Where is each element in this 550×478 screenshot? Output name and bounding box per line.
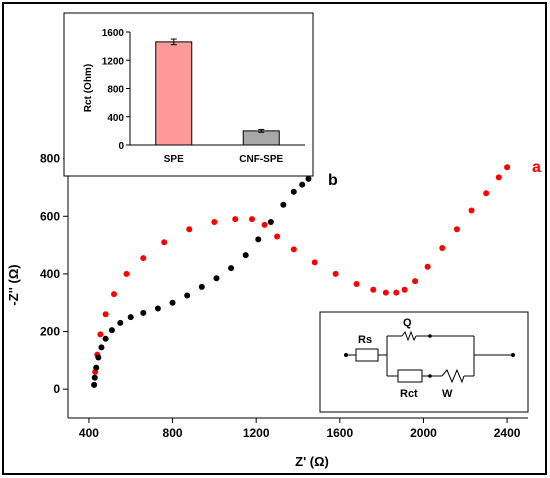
data-point-b: [117, 319, 124, 326]
data-point-a: [186, 226, 193, 233]
data-point-b: [228, 265, 235, 272]
y-tick-label: 800: [40, 152, 60, 166]
data-point-b: [93, 364, 100, 371]
rct-label: Rct: [400, 388, 418, 400]
circuit-node-right: [511, 353, 515, 357]
circuit-border: [319, 311, 529, 413]
inset-ticks: 0 400 800 1200 1600: [102, 28, 130, 152]
data-point-b: [213, 275, 220, 282]
data-point-a: [232, 216, 239, 223]
data-point-a: [504, 164, 511, 171]
data-point-a: [393, 289, 400, 296]
data-point-b: [255, 236, 262, 243]
data-point-a: [453, 226, 460, 233]
y-tick-label: 400: [40, 267, 60, 281]
data-point-b: [290, 188, 297, 195]
data-point-a: [370, 286, 377, 293]
bar-spe: [155, 41, 193, 146]
data-point-b: [91, 374, 98, 381]
y-axis-label: -Z'' (Ω): [6, 264, 21, 305]
y-tick-label: 200: [40, 325, 60, 339]
data-point-a: [311, 259, 318, 266]
inset-y-tick-label: 1200: [102, 56, 125, 67]
q-label: Q: [403, 317, 412, 329]
x-axis-label: Z' (Ω): [295, 454, 329, 469]
data-point-b: [299, 181, 306, 188]
inset-y-tick-label: 800: [107, 85, 124, 96]
rs-label: Rs: [358, 334, 372, 346]
data-point-a: [483, 190, 490, 197]
data-point-a: [97, 331, 104, 338]
y-tick-label: 0: [53, 382, 60, 396]
inset-category-label: SPE: [164, 154, 184, 165]
data-point-b: [91, 381, 98, 388]
w-element: [441, 368, 465, 384]
data-point-a: [332, 270, 339, 277]
data-point-a: [111, 291, 117, 298]
data-point-b: [169, 299, 176, 306]
data-point-a: [439, 244, 446, 251]
data-point-a: [290, 246, 297, 253]
data-point-a: [102, 311, 109, 318]
inset-y-tick-label: 0: [118, 141, 124, 152]
series-label-b: b: [328, 172, 338, 189]
data-point-b: [280, 201, 287, 208]
data-point-a: [140, 255, 147, 262]
series-label-a: a: [532, 159, 541, 176]
data-point-a: [424, 263, 431, 270]
data-point-b: [95, 354, 102, 361]
data-point-b: [305, 175, 312, 182]
inset-bar-chart: 0 400 800 1200 1600 SPE CNF-SPE Rct (Ohm): [63, 12, 314, 177]
x-tick-label: 800: [163, 426, 183, 440]
y-tick-label: 600: [40, 209, 60, 223]
inset-y-axis-label: Rct (Ohm): [83, 64, 94, 112]
circuit-inset: Rs Q Rct W: [319, 311, 529, 413]
x-tick-label: 400: [79, 426, 99, 440]
data-point-a: [249, 216, 255, 223]
data-point-b: [102, 335, 109, 342]
main-points: [91, 164, 511, 388]
data-point-a: [382, 289, 389, 296]
data-point-b: [154, 305, 161, 312]
data-point-a: [211, 219, 218, 226]
bar-cnf-spe: [242, 130, 280, 146]
inset-y-tick-label: 1600: [102, 28, 125, 39]
data-point-b: [242, 252, 249, 259]
data-point-b: [267, 219, 274, 226]
rct-resistor: [397, 369, 423, 383]
x-tick-label: 2400: [494, 426, 521, 440]
data-point-a: [353, 281, 360, 287]
x-tick-label: 2000: [410, 426, 437, 440]
data-point-a: [261, 221, 268, 228]
data-point-a: [495, 174, 502, 181]
main-ticks: 400 800 1200 1600 2000 2400 0 200 400 600 800: [40, 152, 521, 440]
w-label: W: [442, 388, 453, 400]
data-point-b: [140, 309, 147, 316]
rs-resistor: [355, 348, 379, 362]
data-point-a: [468, 207, 475, 214]
data-point-b: [108, 327, 115, 334]
inset-y-tick-label: 400: [107, 113, 124, 124]
data-point-a: [401, 286, 408, 293]
data-point-a: [123, 270, 130, 277]
data-point-b: [127, 314, 134, 321]
inset-bars: SPE CNF-SPE: [155, 38, 284, 165]
data-point-a: [412, 278, 419, 285]
data-point-b: [198, 283, 205, 290]
x-tick-label: 1200: [243, 426, 270, 440]
inset-category-label: CNF-SPE: [239, 154, 283, 165]
q-element: [401, 330, 417, 342]
data-point-a: [161, 239, 168, 246]
circuit-node: [428, 374, 432, 378]
data-point-b: [98, 344, 105, 351]
x-tick-label: 1600: [326, 426, 353, 440]
main-chart: 400 800 1200 1600 2000 2400 0 200 400 600 800 Z' (…: [6, 150, 541, 469]
data-point-b: [184, 292, 191, 299]
circuit-node: [428, 334, 432, 338]
data-point-a: [274, 233, 281, 240]
